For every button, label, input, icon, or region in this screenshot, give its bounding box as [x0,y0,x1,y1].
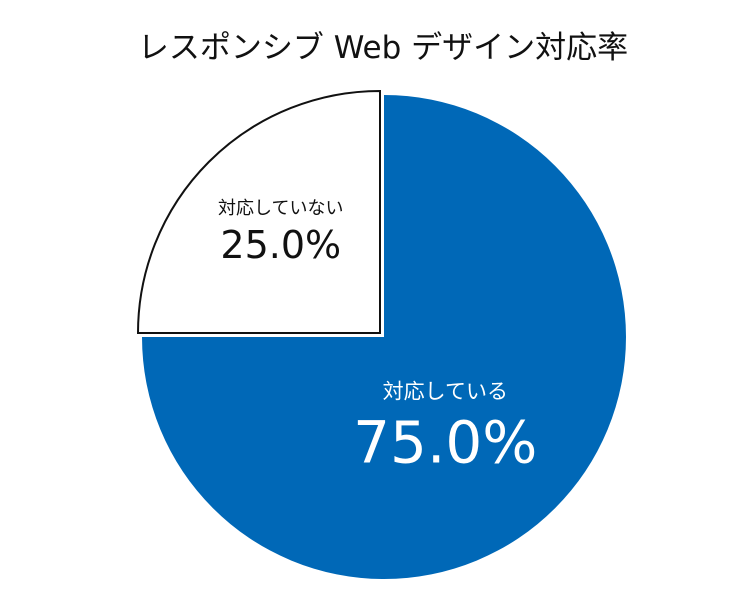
pie-slice-not-supported [136,89,381,334]
pie-labels: 対応している 75.0% 対応していない 25.0% [218,198,537,477]
slice-value-label: 25.0% [220,223,341,267]
slice-label: 対応していない [218,198,343,219]
pie-slices [136,89,626,579]
chart-title: レスポンシブ Web デザイン対応率 [138,30,628,66]
pie-slice-supported [142,95,626,579]
slice-value-label: 75.0% [353,408,537,476]
slice-label: 対応している [383,379,508,403]
